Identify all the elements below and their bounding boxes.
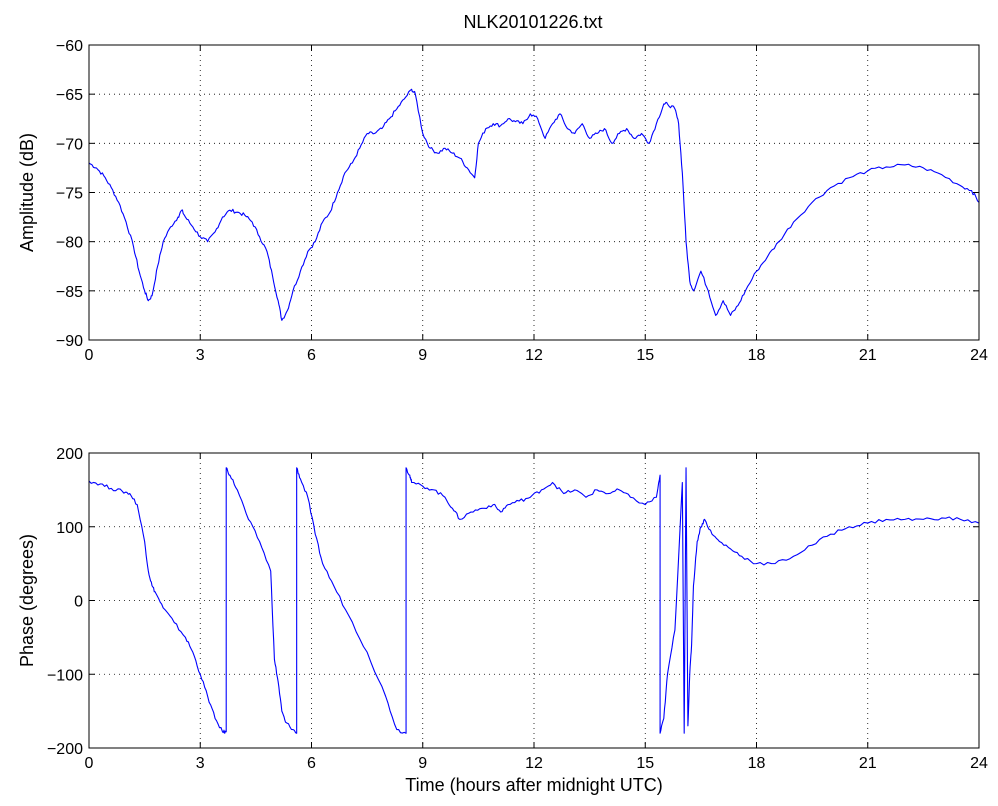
phase-y-tick-label: 100 <box>56 520 83 537</box>
amplitude-x-tick-label: 15 <box>636 347 654 364</box>
amplitude-x-tick-label: 24 <box>970 347 988 364</box>
amplitude-plot: 0 3 6 9 12 15 18 21 24 −90 −85 −80 −75 −70 −65 −60 Ampl… <box>17 38 988 364</box>
amplitude-ticks: 0 3 6 9 12 15 18 21 24 −90 −85 −80 −75 −70 −65 −60 <box>56 38 988 364</box>
phase-x-tick-label: 12 <box>525 755 543 772</box>
amplitude-x-tick-label: 3 <box>196 347 205 364</box>
phase-plot: 0 3 6 9 12 15 18 21 24 −200 −100 0 100 200 Phase (deg… <box>17 446 988 795</box>
amplitude-y-axis-label: Amplitude (dB) <box>17 133 37 252</box>
amplitude-y-tick-label: −65 <box>56 87 83 104</box>
amplitude-y-tick-label: −80 <box>56 235 83 252</box>
phase-grid <box>89 453 979 748</box>
phase-x-axis-label: Time (hours after midnight UTC) <box>405 775 662 795</box>
phase-series-line <box>88 467 980 734</box>
phase-x-tick-label: 24 <box>970 755 988 772</box>
chart-title: NLK20101226.txt <box>463 12 602 32</box>
amplitude-y-tick-label: −75 <box>56 186 83 203</box>
amplitude-x-tick-label: 9 <box>418 347 427 364</box>
amplitude-x-tick-label: 18 <box>748 347 766 364</box>
phase-y-tick-label: −200 <box>47 741 83 758</box>
phase-y-tick-label: 200 <box>56 446 83 463</box>
phase-y-axis-label: Phase (degrees) <box>17 534 37 667</box>
amplitude-y-tick-label: −90 <box>56 333 83 350</box>
amplitude-y-tick-label: −60 <box>56 38 83 55</box>
amplitude-x-tick-label: 21 <box>859 347 877 364</box>
phase-x-tick-label: 6 <box>307 755 316 772</box>
amplitude-x-tick-label: 6 <box>307 347 316 364</box>
amplitude-series-line <box>88 88 980 321</box>
phase-y-tick-label: 0 <box>74 594 83 611</box>
amplitude-grid <box>89 45 979 340</box>
phase-ticks: 0 3 6 9 12 15 18 21 24 −200 −100 0 100 200 <box>47 446 988 772</box>
phase-x-tick-label: 18 <box>748 755 766 772</box>
amplitude-x-tick-label: 0 <box>85 347 94 364</box>
phase-x-tick-label: 3 <box>196 755 205 772</box>
amplitude-x-tick-label: 12 <box>525 347 543 364</box>
amplitude-y-tick-label: −85 <box>56 284 83 301</box>
phase-x-tick-label: 0 <box>85 755 94 772</box>
amplitude-y-tick-label: −70 <box>56 136 83 153</box>
phase-x-tick-label: 15 <box>636 755 654 772</box>
phase-x-tick-label: 9 <box>418 755 427 772</box>
phase-y-tick-label: −100 <box>47 667 83 684</box>
phase-x-tick-label: 21 <box>859 755 877 772</box>
